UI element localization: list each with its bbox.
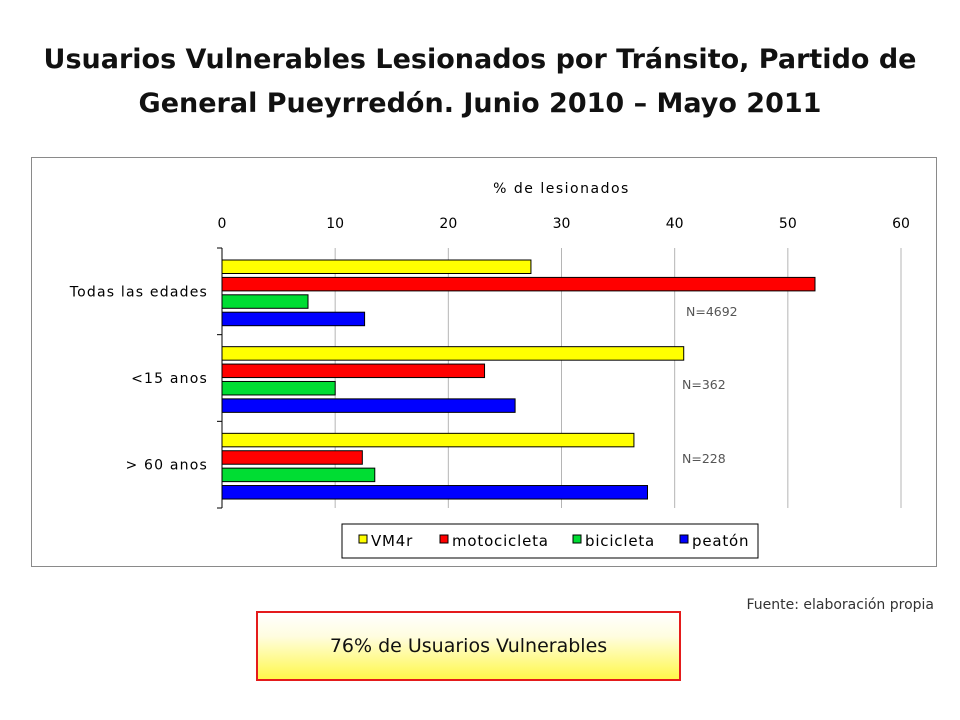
annotation-n-228: N=228 xyxy=(682,451,726,466)
slide-title-line-1: Usuarios Vulnerables Lesionados por Trán… xyxy=(43,44,917,75)
legend-label-motocicleta: motocicleta xyxy=(452,532,549,550)
bar-bicicleta-15-anos xyxy=(221,380,336,396)
bar-motocicleta-60-anos xyxy=(221,450,363,465)
category-label-60-anos: > 60 anos xyxy=(125,458,208,474)
x-tick-label-30: 30 xyxy=(553,216,571,232)
x-tick-label-50: 50 xyxy=(779,216,797,232)
x-tick-label-10: 10 xyxy=(326,216,344,232)
annotation-n-362: N=362 xyxy=(682,377,726,392)
x-axis-title: % de lesionados xyxy=(493,181,630,197)
legend-box xyxy=(341,523,759,559)
bar-chart: % de lesionados 0 10 20 30 40 50 60 Todas las ed… xyxy=(69,181,910,559)
legend-label-vm4r: VM4r xyxy=(371,532,413,550)
legend-label-peatón: peatón xyxy=(692,532,749,550)
x-tick-label-40: 40 xyxy=(666,216,684,232)
legend-swatch-vm4r xyxy=(358,534,368,544)
x-tick-label-60: 60 xyxy=(892,216,910,232)
bar-peatón-60-anos xyxy=(221,485,649,500)
summary-text: 76% de Usuarios Vulnerables xyxy=(329,635,608,657)
bar-vm4r-todas-las-edades xyxy=(221,259,532,274)
chart-frame: % de lesionados 0 10 20 30 40 50 60 Todas las ed… xyxy=(31,157,937,567)
legend-swatch-peatón xyxy=(679,534,689,544)
x-tick-label-0: 0 xyxy=(218,216,227,232)
legend-label-bicicleta: bicicleta xyxy=(585,532,655,550)
source-note: Fuente: elaboración propia xyxy=(746,597,934,613)
category-label-15-anos: <15 anos xyxy=(131,371,208,387)
slide-title: Usuarios Vulnerables Lesionados por Trán… xyxy=(20,38,940,126)
bar-motocicleta-todas-las-edades xyxy=(221,276,816,292)
bar-vm4r-15-anos xyxy=(221,346,685,361)
annotation-n-4692: N=4692 xyxy=(686,304,738,319)
bar-peatón-15-anos xyxy=(221,398,516,413)
bar-vm4r-60-anos xyxy=(221,432,635,448)
legend-swatch-bicicleta xyxy=(572,534,582,544)
bar-peatón-todas-las-edades xyxy=(221,311,366,327)
bar-bicicleta-60-anos xyxy=(221,467,376,483)
bar-motocicleta-15-anos xyxy=(221,363,486,379)
summary-box: 76% de Usuarios Vulnerables xyxy=(256,611,681,681)
slide-title-line-2: General Pueyrredón. Junio 2010 – Mayo 20… xyxy=(138,88,822,119)
category-label-todas-las-edades: Todas las edades xyxy=(69,284,208,300)
bar-bicicleta-todas-las-edades xyxy=(221,294,309,309)
x-tick-label-20: 20 xyxy=(439,216,457,232)
legend-swatch-motocicleta xyxy=(439,534,449,544)
